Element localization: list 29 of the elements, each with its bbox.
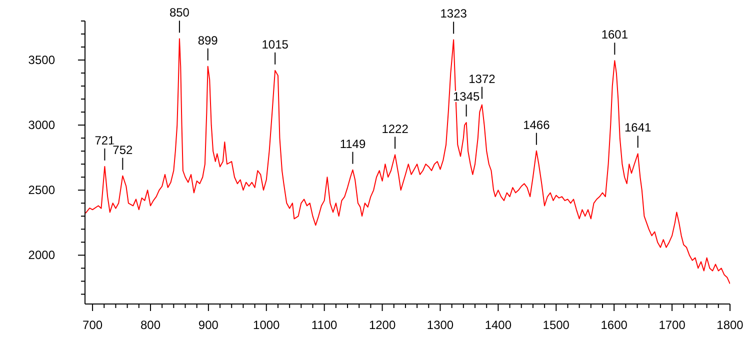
- x-tick-label: 1700: [658, 318, 686, 332]
- x-tick-label: 700: [82, 318, 103, 332]
- annotation: 899: [198, 33, 218, 48]
- x-tick-label: 1100: [311, 318, 338, 332]
- annotation: 721: [94, 133, 116, 148]
- annotation: 1641: [624, 120, 652, 135]
- annotation: 1149: [340, 136, 366, 151]
- annotation: 1222: [382, 122, 409, 136]
- x-tick-label: 1800: [716, 318, 744, 332]
- y-tick-label: 2500: [28, 183, 56, 198]
- x-tick-label: 1000: [253, 318, 280, 332]
- y-tick-label: 2000: [28, 248, 56, 262]
- line-series: [85, 38, 730, 284]
- x-tick-label: 1300: [426, 318, 454, 332]
- x-tick-label: 800: [140, 318, 161, 332]
- annotation: 1372: [468, 72, 496, 86]
- annotation: 752: [112, 142, 133, 157]
- x-tick-label: 900: [198, 318, 219, 332]
- annotation: 1601: [601, 28, 628, 42]
- y-tick-label: 3500: [28, 53, 56, 68]
- annotation: 1466: [523, 118, 550, 132]
- y-tick-label: 3000: [28, 118, 56, 132]
- annotation: 1015: [262, 37, 289, 52]
- annotation: 1323: [440, 6, 468, 21]
- x-tick-label: 1500: [542, 318, 570, 332]
- x-tick-label: 1600: [600, 318, 628, 332]
- x-tick-label: 1200: [368, 318, 396, 332]
- annotation: 850: [169, 6, 190, 20]
- x-tick-label: 1400: [484, 318, 512, 332]
